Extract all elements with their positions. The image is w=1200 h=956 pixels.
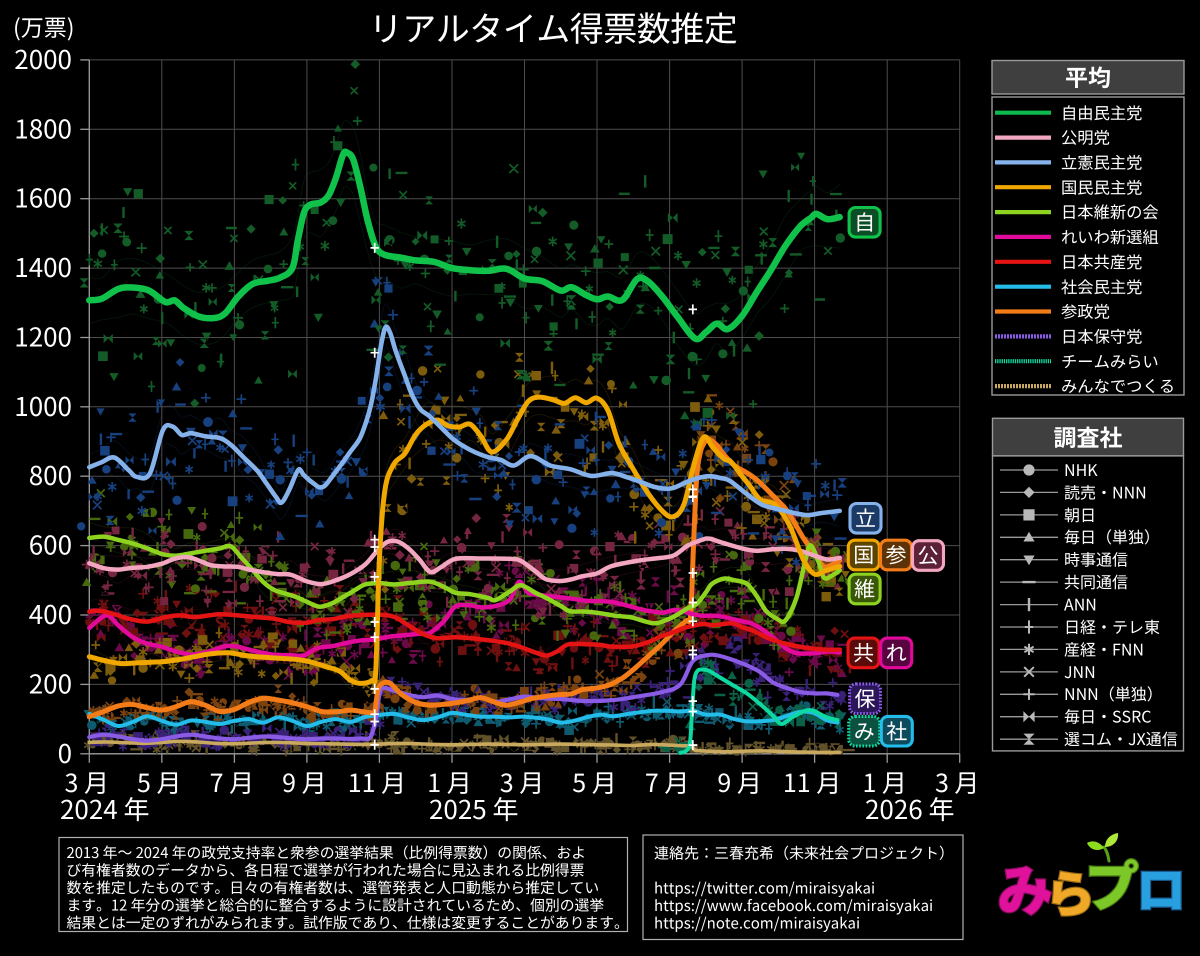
svg-text:時事通信: 時事通信 [1064, 547, 1128, 571]
svg-text:読売・NNN: 読売・NNN [1064, 479, 1147, 503]
svg-text:NHK: NHK [1064, 457, 1098, 481]
svg-text:国民民主党: 国民民主党 [1061, 174, 1142, 198]
svg-text:800: 800 [29, 456, 72, 493]
svg-text:れいわ新選組: れいわ新選組 [1061, 224, 1159, 248]
svg-text:産経・FNN: 産経・FNN [1064, 636, 1144, 660]
svg-text:ANN: ANN [1064, 592, 1097, 616]
svg-text:共同通信: 共同通信 [1064, 569, 1128, 593]
svg-text:2013 年～ 2024 年の政党支持率と衆参の選挙結果（比: 2013 年～ 2024 年の政党支持率と衆参の選挙結果（比例得票数）の関係、お… [67, 842, 587, 863]
svg-text:社会民主党: 社会民主党 [1061, 274, 1142, 298]
svg-text:日本維新の会: 日本維新の会 [1061, 199, 1159, 223]
svg-text:2025 年: 2025 年 [429, 790, 519, 827]
svg-text:朝日: 朝日 [1064, 502, 1096, 526]
svg-text:5 月: 5 月 [572, 764, 616, 800]
svg-text:公: 公 [918, 540, 939, 570]
svg-text:平均: 平均 [1065, 59, 1111, 93]
svg-text:公明党: 公明党 [1061, 125, 1110, 149]
svg-text:自: 自 [854, 207, 875, 237]
svg-text:(万票): (万票) [13, 9, 75, 43]
svg-text:保: 保 [855, 683, 876, 713]
svg-text:1800: 1800 [14, 109, 72, 146]
svg-text:3 月: 3 月 [500, 764, 544, 800]
svg-text:日本保守党: 日本保守党 [1061, 324, 1142, 348]
svg-text:連絡先：三春充希（未来社会プロジェクト）: 連絡先：三春充希（未来社会プロジェクト） [654, 843, 954, 864]
svg-text:ロ: ロ [1136, 851, 1186, 923]
svg-text:調査社: 調査社 [1054, 419, 1123, 453]
svg-text:0: 0 [58, 734, 72, 771]
svg-text:日本共産党: 日本共産党 [1061, 249, 1142, 273]
svg-text:ら: ら [1043, 854, 1097, 929]
svg-text:400: 400 [29, 595, 72, 632]
svg-text:https://www.facebook.com/mirai: https://www.facebook.com/miraisyakai [654, 895, 933, 916]
svg-text:3 月: 3 月 [65, 764, 109, 800]
svg-text:リアルタイム得票数推定: リアルタイム得票数推定 [369, 2, 738, 51]
svg-text:https://twitter.com/miraisyaka: https://twitter.com/miraisyakai [654, 878, 875, 899]
svg-text:1 月: 1 月 [862, 764, 906, 800]
svg-text:9 月: 9 月 [282, 764, 326, 800]
svg-text:結果とは一定のずれがみられます。試作版であり、仕様は変更する: 結果とは一定のずれがみられます。試作版であり、仕様は変更することがあります。 [67, 912, 629, 933]
svg-text:2000: 2000 [14, 40, 72, 77]
svg-text:数を推定したものです。日々の有権者数は、選管発表と人口動態か: 数を推定したものです。日々の有権者数は、選管発表と人口動態から推定してい [67, 877, 600, 898]
svg-text:自由民主党: 自由民主党 [1061, 100, 1142, 124]
svg-text:https://note.com/miraisyakai: https://note.com/miraisyakai [654, 913, 860, 934]
svg-text:立: 立 [855, 503, 876, 533]
svg-text:プ: プ [1085, 843, 1139, 922]
svg-text:1200: 1200 [14, 318, 72, 355]
svg-text:選コム・JX通信: 選コム・JX通信 [1064, 726, 1178, 750]
svg-text:日経・テレ東: 日経・テレ東 [1064, 614, 1160, 638]
svg-text:毎日・SSRC: 毎日・SSRC [1064, 704, 1151, 728]
svg-text:7 月: 7 月 [210, 764, 254, 800]
svg-text:1600: 1600 [14, 179, 72, 216]
svg-text:参政党: 参政党 [1061, 299, 1110, 323]
svg-text:び有権者数のデータから、各日程で選挙が行われた場合に見込まれ: び有権者数のデータから、各日程で選挙が行われた場合に見込まれる比例得票 [67, 860, 585, 881]
svg-text:11 月: 11 月 [783, 764, 841, 800]
svg-text:み: み [992, 844, 1056, 930]
svg-text:立憲民主党: 立憲民主党 [1061, 150, 1142, 174]
svg-text:2024 年: 2024 年 [60, 790, 150, 827]
svg-text:JNN: JNN [1064, 659, 1096, 683]
svg-text:共: 共 [853, 638, 874, 668]
svg-text:み: み [854, 716, 875, 746]
svg-text:ます。12 年分の選挙と総合的に整合するように設計されている: ます。12 年分の選挙と総合的に整合するように設計されているため、個別の選挙 [67, 894, 605, 915]
svg-text:みんなでつくる: みんなでつくる [1061, 373, 1175, 397]
svg-text:200: 200 [29, 664, 72, 701]
svg-text:1000: 1000 [14, 387, 72, 424]
svg-text:参: 参 [886, 540, 907, 570]
svg-text:NNN（単独）: NNN（単独） [1064, 681, 1163, 705]
svg-text:維: 維 [854, 574, 875, 604]
svg-text:600: 600 [29, 526, 72, 563]
svg-text:毎日（単独）: 毎日（単独） [1064, 524, 1160, 548]
svg-text:1400: 1400 [14, 248, 72, 285]
svg-text:2026 年: 2026 年 [865, 790, 955, 827]
svg-text:5 月: 5 月 [137, 764, 181, 800]
svg-text:れ: れ [886, 638, 907, 668]
svg-text:国: 国 [853, 540, 874, 570]
svg-text:9 月: 9 月 [717, 764, 761, 800]
svg-text:7 月: 7 月 [645, 764, 689, 800]
svg-text:社: 社 [886, 716, 907, 746]
svg-text:3 月: 3 月 [935, 764, 979, 800]
svg-text:1 月: 1 月 [427, 764, 471, 800]
svg-text:11 月: 11 月 [348, 764, 406, 800]
svg-text:チームみらい: チームみらい [1061, 348, 1159, 372]
